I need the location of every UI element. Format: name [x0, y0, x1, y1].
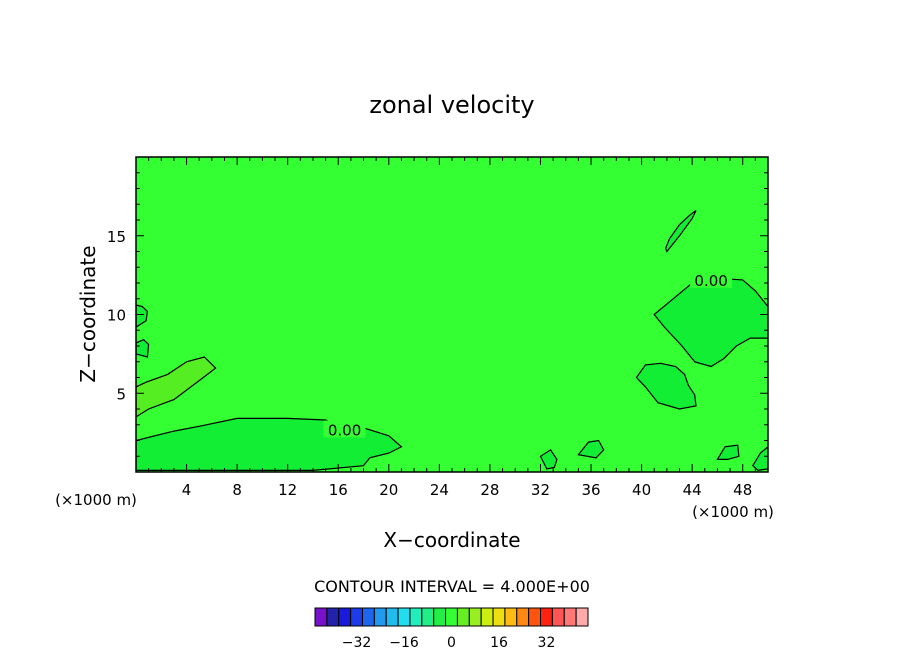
contour-region-1: [136, 356, 217, 418]
colorbar-swatch-11: [445, 607, 458, 627]
colorbar-swatch-5: [373, 607, 387, 627]
colorbar-swatch-18: [528, 607, 542, 627]
x-axis-units-right: (×1000 m): [692, 503, 774, 521]
colorbar-swatch-9: [421, 607, 435, 627]
x-axis-units-left: (×1000 m): [55, 491, 137, 509]
colorbar-tick-label-1: −16: [389, 635, 419, 651]
y-tick-label-10: 10: [107, 307, 126, 325]
colorbar-swatch-4: [361, 607, 375, 627]
x-tick-label-44: 44: [683, 481, 702, 499]
x-tick-label-12: 12: [278, 481, 297, 499]
contour-label-bg-1: [690, 270, 733, 288]
contour-region-9: [716, 444, 740, 460]
contour-label-1: 0.00: [694, 272, 727, 290]
colorbar-swatch-2: [338, 607, 352, 627]
chart-title: zonal velocity: [369, 91, 534, 119]
contour-interval-text: CONTOUR INTERVAL = 4.000E+00: [314, 577, 590, 596]
y-tick-label-15: 15: [107, 228, 126, 246]
colorbar-swatch-22: [575, 607, 589, 627]
colorbar-swatch-12: [456, 607, 470, 627]
contour-region-10: [752, 446, 768, 472]
colorbar-swatch-8: [409, 607, 423, 627]
contour-region-3: [635, 362, 697, 410]
x-tick-label-4: 4: [182, 481, 192, 499]
colorbar: −32 −16 0 16 32: [314, 607, 589, 651]
x-tick-label-40: 40: [632, 481, 651, 499]
contour-region-5: [136, 304, 149, 328]
colorbar-swatch-17: [516, 607, 530, 627]
x-tick-label-8: 8: [232, 481, 242, 499]
contour-region-4: [664, 210, 697, 253]
x-tick-label-48: 48: [733, 481, 752, 499]
colorbar-swatch-0: [314, 607, 328, 627]
colorbar-swatch-6: [385, 607, 399, 627]
colorbar-swatch-14: [480, 607, 494, 627]
colorbar-tick-label-0: −32: [342, 635, 372, 651]
y-axis-label: Z−coordinate: [76, 245, 100, 382]
colorbar-swatch-7: [397, 607, 411, 627]
colorbar-tick-label-3: 16: [490, 635, 508, 651]
x-tick-label-16: 16: [329, 481, 348, 499]
contour-region-6: [136, 338, 150, 358]
colorbar-swatch-21: [563, 607, 577, 627]
colorbar-swatch-3: [350, 607, 363, 627]
x-tick-label-36: 36: [581, 481, 600, 499]
x-tick-label-24: 24: [430, 481, 449, 499]
colorbar-swatch-16: [504, 607, 518, 627]
x-tick-label-28: 28: [480, 481, 499, 499]
colorbar-swatch-15: [492, 607, 506, 627]
contour-label-0: 0.00: [328, 421, 361, 439]
colorbar-swatch-20: [551, 607, 565, 627]
colorbar-swatch-10: [433, 607, 447, 627]
colorbar-tick-label-2: 0: [447, 635, 456, 651]
contour-region-8: [577, 439, 605, 459]
x-tick-label-32: 32: [531, 481, 550, 499]
y-tick-label-5: 5: [116, 385, 126, 403]
contour-region-7: [539, 449, 558, 470]
x-axis-label: X−coordinate: [383, 528, 520, 552]
colorbar-swatch-19: [540, 607, 553, 627]
colorbar-tick-label-4: 32: [538, 635, 556, 651]
contour-label-bg-0: [323, 420, 366, 438]
colorbar-swatch-1: [326, 607, 340, 627]
x-tick-label-20: 20: [379, 481, 398, 499]
colorbar-swatch-13: [468, 607, 482, 627]
